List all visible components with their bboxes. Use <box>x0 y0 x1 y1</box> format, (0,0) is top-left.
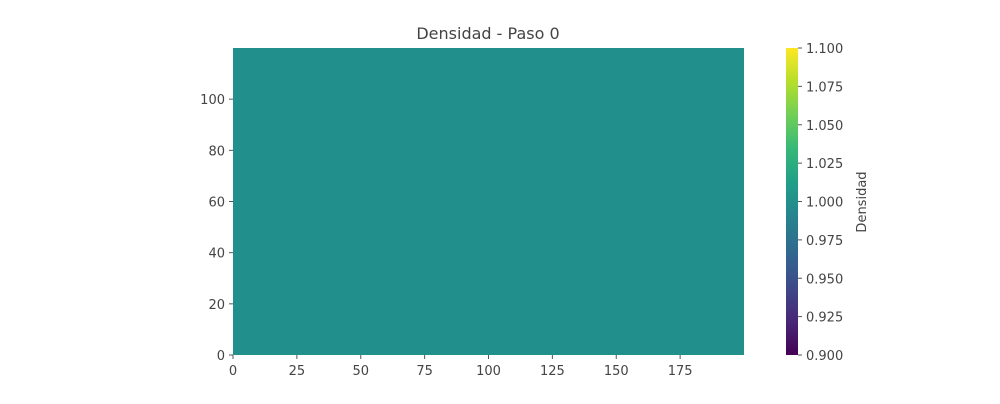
colorbar-tick-label: 1.025 <box>806 157 843 172</box>
colorbar-tick-label: 1.050 <box>806 119 843 134</box>
colorbar-tick-label: 1.100 <box>806 42 843 57</box>
x-tick-label: 50 <box>352 364 369 379</box>
colorbar-tick-label: 1.075 <box>806 80 843 95</box>
y-tick-label: 60 <box>208 196 225 211</box>
x-tick-label: 25 <box>289 364 306 379</box>
colorbar-tick-label: 0.950 <box>806 272 843 287</box>
x-tick-label: 75 <box>416 364 433 379</box>
colorbar-tick-label: 0.925 <box>806 311 843 326</box>
colorbar-tick-label: 0.900 <box>806 349 843 364</box>
colorbar-label: Densidad <box>855 171 870 232</box>
y-tick-label: 20 <box>208 298 225 313</box>
x-tick-label: 100 <box>476 364 501 379</box>
x-axis: 0 25 50 75 100 125 150 175 <box>229 355 693 379</box>
chart-title: Densidad - Paso 0 <box>416 24 559 43</box>
colorbar-gradient-bar <box>786 48 798 355</box>
x-tick-label: 150 <box>604 364 629 379</box>
x-tick-label: 0 <box>229 364 237 379</box>
x-tick-label: 175 <box>668 364 693 379</box>
plot-area <box>233 48 744 355</box>
y-tick-label: 100 <box>200 93 225 108</box>
y-tick-label: 40 <box>208 247 225 262</box>
colorbar: 0.900 0.925 0.950 0.975 1.000 1.025 1.050 1.075… <box>786 42 843 364</box>
heatmap-field <box>233 48 744 355</box>
x-tick-label: 125 <box>540 364 565 379</box>
y-tick-label: 0 <box>217 349 225 364</box>
colorbar-tick-label: 1.000 <box>806 196 843 211</box>
y-axis: 0 20 40 60 80 100 <box>200 93 233 364</box>
colorbar-tick-label: 0.975 <box>806 234 843 249</box>
y-tick-label: 80 <box>208 144 225 159</box>
